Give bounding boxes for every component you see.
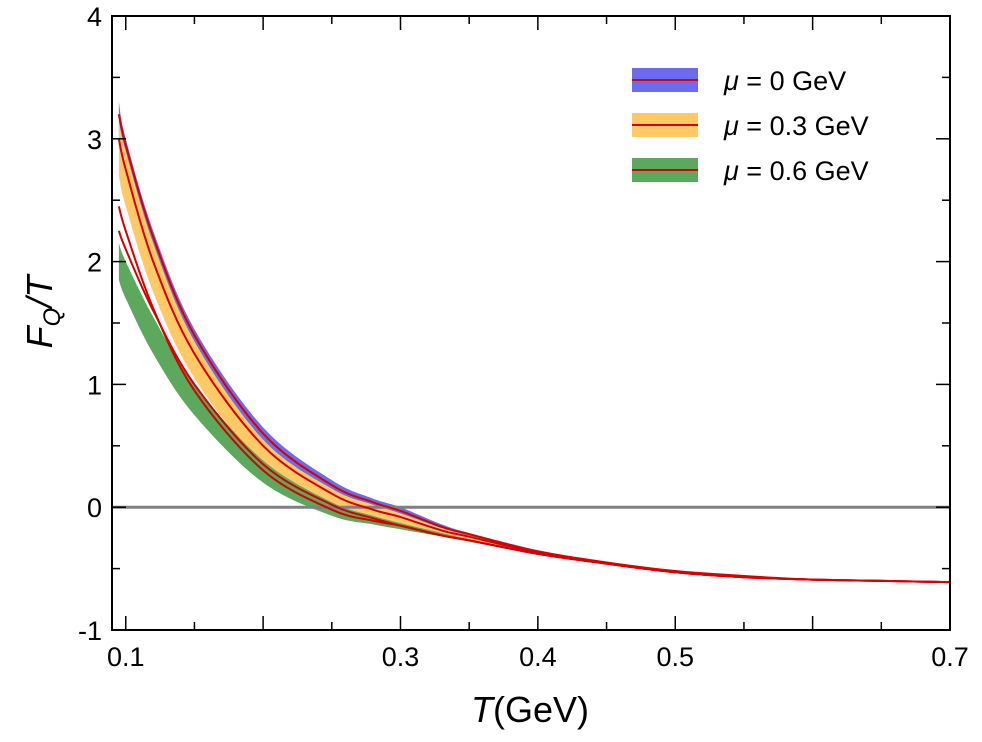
y-tick-label: 4 xyxy=(87,2,102,32)
y-tick-label: 3 xyxy=(87,125,102,155)
y-tick-label: -1 xyxy=(78,616,102,646)
y-axis-title-rest: /T xyxy=(19,273,60,311)
axes-frame xyxy=(111,15,951,631)
line-series-2-0 xyxy=(117,230,951,584)
axis-ticks: -1 0 1 2 3 4 0.1 0.3 0.4 0.5 0.7 xyxy=(78,2,969,672)
y-axis-title: FQ/T xyxy=(19,273,66,349)
band-series-1 xyxy=(118,120,951,583)
x-axis-title-unit: (GeV) xyxy=(493,689,589,730)
legend-label-text: = 0 GeV xyxy=(739,66,846,96)
y-tick-label: 2 xyxy=(87,248,102,278)
legend-label-symbol: μ xyxy=(723,156,739,186)
x-tick-label: 0.7 xyxy=(931,642,969,672)
legend-label-symbol: μ xyxy=(723,111,739,141)
plot-frame xyxy=(111,15,951,631)
legend-label-text: = 0.6 GeV xyxy=(739,156,869,186)
y-tick-label: 1 xyxy=(87,370,102,400)
legend-label-text: = 0.3 GeV xyxy=(739,111,869,141)
y-axis-title-var: F xyxy=(19,324,60,348)
x-tick-label: 0.1 xyxy=(107,642,145,672)
x-axis-title-var: T xyxy=(471,689,496,730)
line-series-1-0 xyxy=(117,206,951,584)
legend-label: μ = 0.6 GeV xyxy=(723,156,869,186)
series-lines xyxy=(117,114,951,584)
x-axis-title: T(GeV) xyxy=(471,689,589,730)
y-axis-title-sub: Q xyxy=(39,308,66,327)
x-tick-label: 0.5 xyxy=(656,642,694,672)
legend-label: μ = 0.3 GeV xyxy=(723,111,869,141)
legend-label-symbol: μ xyxy=(723,66,739,96)
x-tick-label: 0.4 xyxy=(519,642,557,672)
x-tick-label: 0.3 xyxy=(382,642,420,672)
legend-label: μ = 0 GeV xyxy=(723,66,846,96)
line-series-0-1 xyxy=(117,138,951,584)
y-tick-label: 0 xyxy=(87,493,102,523)
